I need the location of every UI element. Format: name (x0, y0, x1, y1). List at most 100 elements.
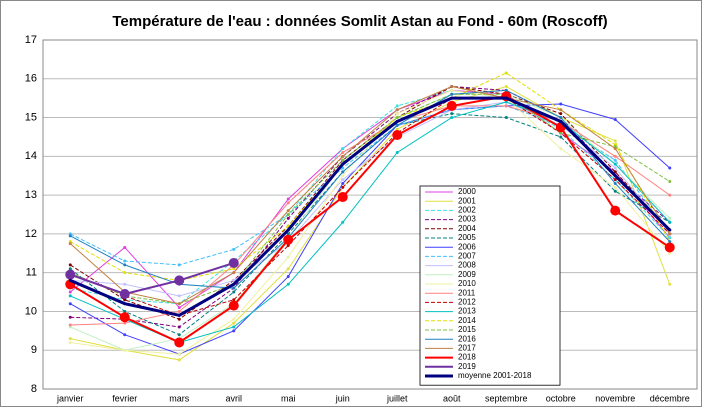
point (504, 96, 508, 100)
point (668, 216, 672, 220)
point (504, 71, 508, 75)
point (559, 112, 563, 116)
point (68, 323, 72, 327)
legend-label: 2008 (458, 261, 476, 270)
point (392, 130, 403, 141)
point (668, 193, 672, 197)
legend-label: 2016 (458, 334, 476, 343)
plot-area (42, 39, 698, 390)
point (341, 147, 345, 151)
point (559, 131, 563, 135)
y-tick-label: 12 (25, 228, 37, 240)
legend-label: 2015 (458, 325, 476, 334)
x-tick-label: juin (335, 393, 350, 403)
x-tick-label: septembre (485, 393, 528, 403)
point (613, 185, 617, 189)
point (559, 102, 563, 106)
point (286, 216, 290, 220)
point (668, 228, 672, 232)
point (177, 333, 181, 337)
point (613, 147, 617, 151)
series-line (69, 113, 670, 336)
point (286, 209, 290, 213)
point (123, 309, 127, 313)
point (613, 117, 617, 121)
series-line (69, 86, 671, 305)
point (337, 192, 348, 203)
point (177, 263, 181, 267)
series-line (70, 89, 671, 355)
legend-label: 2011 (458, 288, 476, 297)
legend-label: 2017 (458, 344, 476, 353)
point (232, 325, 236, 329)
point (613, 178, 617, 182)
point (446, 100, 457, 111)
legend-label: 2018 (458, 353, 476, 362)
point (232, 290, 236, 294)
legend-label: 2001 (458, 196, 476, 205)
point (286, 213, 290, 216)
point (613, 166, 617, 170)
point (228, 300, 239, 311)
point (341, 150, 345, 154)
point (395, 116, 399, 120)
point (232, 278, 236, 282)
point (123, 282, 127, 286)
legend-label: moyenne 2001-2018 (458, 371, 532, 380)
point (123, 298, 127, 302)
x-tick-label: avril (225, 393, 242, 403)
point (504, 116, 508, 120)
legend-box (419, 185, 561, 386)
point (395, 123, 399, 127)
point (232, 298, 236, 302)
point (232, 282, 236, 286)
point (177, 306, 181, 310)
point (450, 112, 454, 116)
x-tick-label: mars (169, 393, 189, 403)
point (177, 325, 181, 329)
point (668, 220, 672, 224)
point (174, 275, 185, 286)
point (613, 154, 617, 158)
point (68, 278, 72, 282)
point (450, 92, 454, 96)
point (68, 234, 72, 238)
point (232, 267, 236, 271)
point (68, 315, 72, 319)
point (668, 251, 672, 255)
point (668, 236, 672, 240)
point (232, 271, 236, 275)
legend-label: 2012 (458, 298, 476, 307)
point (450, 85, 454, 89)
point (559, 135, 563, 139)
point (450, 96, 454, 100)
point (613, 139, 617, 143)
point (668, 166, 672, 170)
y-tick-label: 10 (25, 305, 37, 317)
point (613, 181, 617, 185)
point (65, 269, 76, 280)
x-tick-label: octobre (546, 393, 576, 403)
point (559, 119, 563, 123)
point (610, 205, 621, 216)
y-tick-label: 15 (25, 111, 37, 123)
point (123, 321, 127, 325)
point (123, 263, 127, 267)
series-line (69, 96, 671, 317)
point (232, 247, 236, 251)
point (177, 309, 181, 313)
y-tick-label: 14 (25, 150, 37, 162)
point (341, 185, 345, 189)
point (668, 240, 672, 244)
legend-label: 2000 (458, 187, 476, 196)
point (286, 255, 290, 259)
x-tick-label: janvier (56, 393, 84, 403)
point (286, 232, 290, 236)
point (286, 244, 290, 248)
point (68, 290, 72, 294)
y-tick-label: 11 (26, 267, 37, 279)
point (68, 337, 72, 341)
point (504, 88, 508, 92)
point (341, 154, 345, 158)
